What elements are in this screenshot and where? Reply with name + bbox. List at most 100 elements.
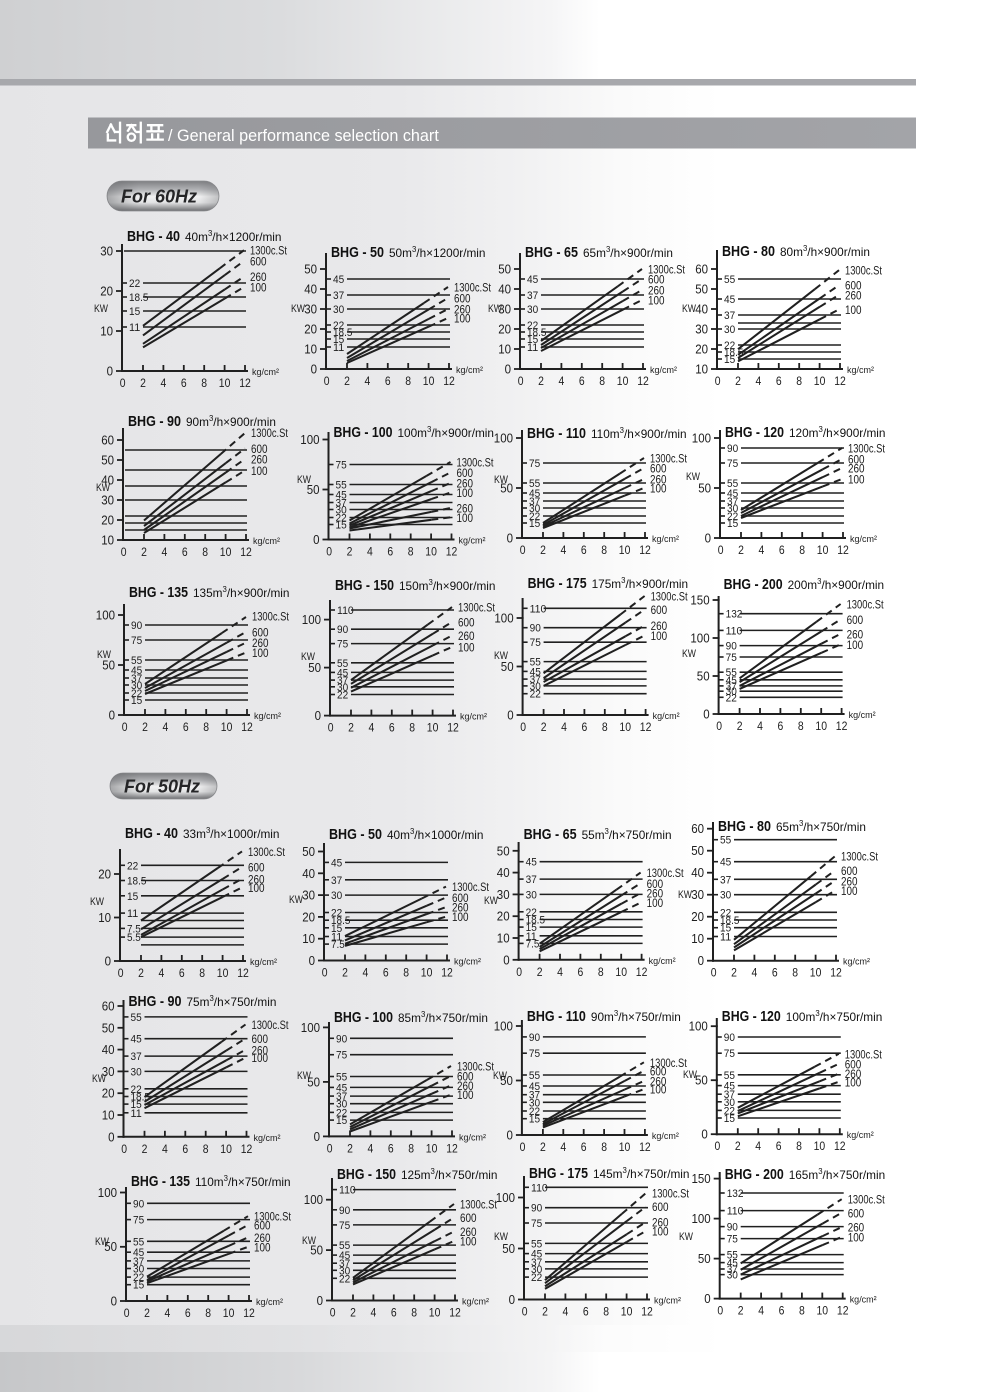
svg-text:90: 90 bbox=[337, 624, 348, 636]
svg-text:55: 55 bbox=[336, 480, 347, 492]
svg-text:12: 12 bbox=[239, 378, 251, 390]
svg-text:1300c.St: 1300c.St bbox=[452, 880, 490, 894]
svg-text:30: 30 bbox=[336, 505, 347, 517]
svg-text:50: 50 bbox=[308, 661, 321, 675]
svg-text:55: 55 bbox=[131, 1012, 142, 1024]
svg-text:45: 45 bbox=[727, 1258, 738, 1270]
svg-text:2: 2 bbox=[347, 547, 353, 559]
svg-text:BHG - 175: BHG - 175 bbox=[529, 1165, 588, 1182]
svg-text:600: 600 bbox=[652, 1200, 669, 1214]
svg-text:22: 22 bbox=[529, 511, 540, 523]
svg-text:30: 30 bbox=[102, 1065, 115, 1079]
svg-text:KW: KW bbox=[97, 649, 111, 661]
svg-text:BHG - 150: BHG - 150 bbox=[337, 1166, 396, 1183]
svg-text:75: 75 bbox=[531, 1218, 542, 1230]
svg-text:10: 10 bbox=[619, 722, 631, 734]
svg-text:75: 75 bbox=[530, 637, 541, 649]
svg-text:8: 8 bbox=[799, 545, 805, 557]
svg-text:55: 55 bbox=[727, 478, 738, 490]
svg-text:45: 45 bbox=[724, 294, 735, 306]
svg-text:37: 37 bbox=[726, 681, 737, 693]
svg-text:0: 0 bbox=[522, 1307, 528, 1319]
svg-text:100: 100 bbox=[647, 896, 664, 910]
svg-text:BHG - 90: BHG - 90 bbox=[129, 993, 182, 1010]
svg-text:KW: KW bbox=[90, 896, 104, 908]
svg-text:8: 8 bbox=[202, 547, 208, 559]
svg-text:45: 45 bbox=[337, 667, 348, 679]
svg-text:11: 11 bbox=[720, 932, 731, 944]
svg-text:6: 6 bbox=[776, 376, 782, 388]
svg-text:1300c.St: 1300c.St bbox=[650, 452, 688, 466]
svg-text:600: 600 bbox=[650, 1064, 667, 1078]
svg-text:30: 30 bbox=[133, 1264, 144, 1276]
svg-text:22: 22 bbox=[336, 1107, 347, 1119]
svg-text:100: 100 bbox=[692, 432, 711, 446]
svg-text:45: 45 bbox=[339, 1250, 350, 1262]
svg-text:75: 75 bbox=[727, 1234, 738, 1246]
svg-text:600: 600 bbox=[651, 603, 668, 617]
svg-text:0: 0 bbox=[111, 1295, 117, 1309]
svg-text:100: 100 bbox=[494, 612, 513, 626]
svg-text:600: 600 bbox=[457, 1069, 474, 1083]
svg-text:15: 15 bbox=[129, 306, 140, 318]
svg-text:40: 40 bbox=[497, 866, 510, 880]
svg-text:22: 22 bbox=[339, 1273, 350, 1285]
svg-text:0: 0 bbox=[122, 722, 128, 734]
svg-text:2: 2 bbox=[141, 547, 147, 559]
svg-text:8: 8 bbox=[792, 968, 798, 980]
svg-text:100: 100 bbox=[254, 1240, 271, 1254]
svg-text:2: 2 bbox=[142, 1144, 148, 1156]
svg-text:2: 2 bbox=[540, 545, 546, 557]
svg-text:45: 45 bbox=[531, 1249, 542, 1261]
svg-text:0: 0 bbox=[105, 955, 111, 969]
svg-text:600: 600 bbox=[460, 1211, 477, 1225]
svg-text:55: 55 bbox=[724, 274, 735, 286]
svg-text:For 50Hz: For 50Hz bbox=[124, 777, 200, 797]
svg-text:55: 55 bbox=[529, 1070, 540, 1082]
svg-text:10: 10 bbox=[100, 325, 113, 339]
svg-text:0: 0 bbox=[505, 363, 511, 377]
svg-text:30: 30 bbox=[131, 680, 142, 692]
svg-text:20: 20 bbox=[101, 514, 114, 528]
svg-text:100: 100 bbox=[848, 473, 865, 487]
svg-text:KW: KW bbox=[302, 1235, 316, 1247]
svg-text:30: 30 bbox=[691, 888, 704, 902]
svg-text:1300c.St: 1300c.St bbox=[651, 590, 689, 604]
svg-text:8: 8 bbox=[602, 722, 608, 734]
svg-text:100: 100 bbox=[652, 1224, 669, 1238]
svg-text:10: 10 bbox=[427, 723, 439, 735]
svg-text:kg/cm²: kg/cm² bbox=[652, 1131, 679, 1141]
svg-text:30: 30 bbox=[131, 1066, 142, 1078]
svg-text:85m3/h×750r/min: 85m3/h×750r/min bbox=[398, 1010, 488, 1025]
svg-text:4: 4 bbox=[162, 547, 168, 559]
svg-text:0: 0 bbox=[507, 1129, 513, 1143]
svg-text:1300c.St: 1300c.St bbox=[458, 601, 496, 615]
svg-text:kg/cm²: kg/cm² bbox=[253, 536, 280, 546]
svg-text:100: 100 bbox=[251, 464, 268, 478]
svg-text:kg/cm²: kg/cm² bbox=[254, 711, 281, 721]
svg-text:600: 600 bbox=[252, 626, 269, 640]
svg-text:600: 600 bbox=[848, 453, 865, 467]
svg-text:40: 40 bbox=[102, 1043, 115, 1057]
svg-text:KW: KW bbox=[494, 474, 508, 486]
svg-text:KW: KW bbox=[297, 1070, 311, 1082]
svg-text:15: 15 bbox=[333, 334, 344, 346]
svg-text:1300c.St: 1300c.St bbox=[648, 263, 686, 277]
svg-text:100: 100 bbox=[302, 613, 321, 627]
svg-text:600: 600 bbox=[248, 861, 265, 875]
svg-text:4: 4 bbox=[561, 545, 567, 557]
svg-text:6: 6 bbox=[385, 376, 391, 388]
svg-text:6: 6 bbox=[778, 721, 784, 733]
svg-text:200m3/h×900r/min: 200m3/h×900r/min bbox=[788, 577, 884, 592]
svg-text:100m3/h×750r/min: 100m3/h×750r/min bbox=[786, 1009, 882, 1024]
svg-text:50: 50 bbox=[500, 1074, 513, 1088]
svg-text:12: 12 bbox=[837, 545, 849, 557]
svg-text:1300c.St: 1300c.St bbox=[841, 850, 879, 864]
svg-text:4: 4 bbox=[563, 1307, 569, 1319]
svg-text:260: 260 bbox=[457, 477, 474, 491]
svg-text:4: 4 bbox=[758, 1306, 764, 1318]
svg-text:100: 100 bbox=[494, 1020, 513, 1034]
svg-text:6: 6 bbox=[182, 547, 188, 559]
svg-text:15: 15 bbox=[336, 520, 347, 532]
svg-text:0: 0 bbox=[108, 1130, 114, 1144]
